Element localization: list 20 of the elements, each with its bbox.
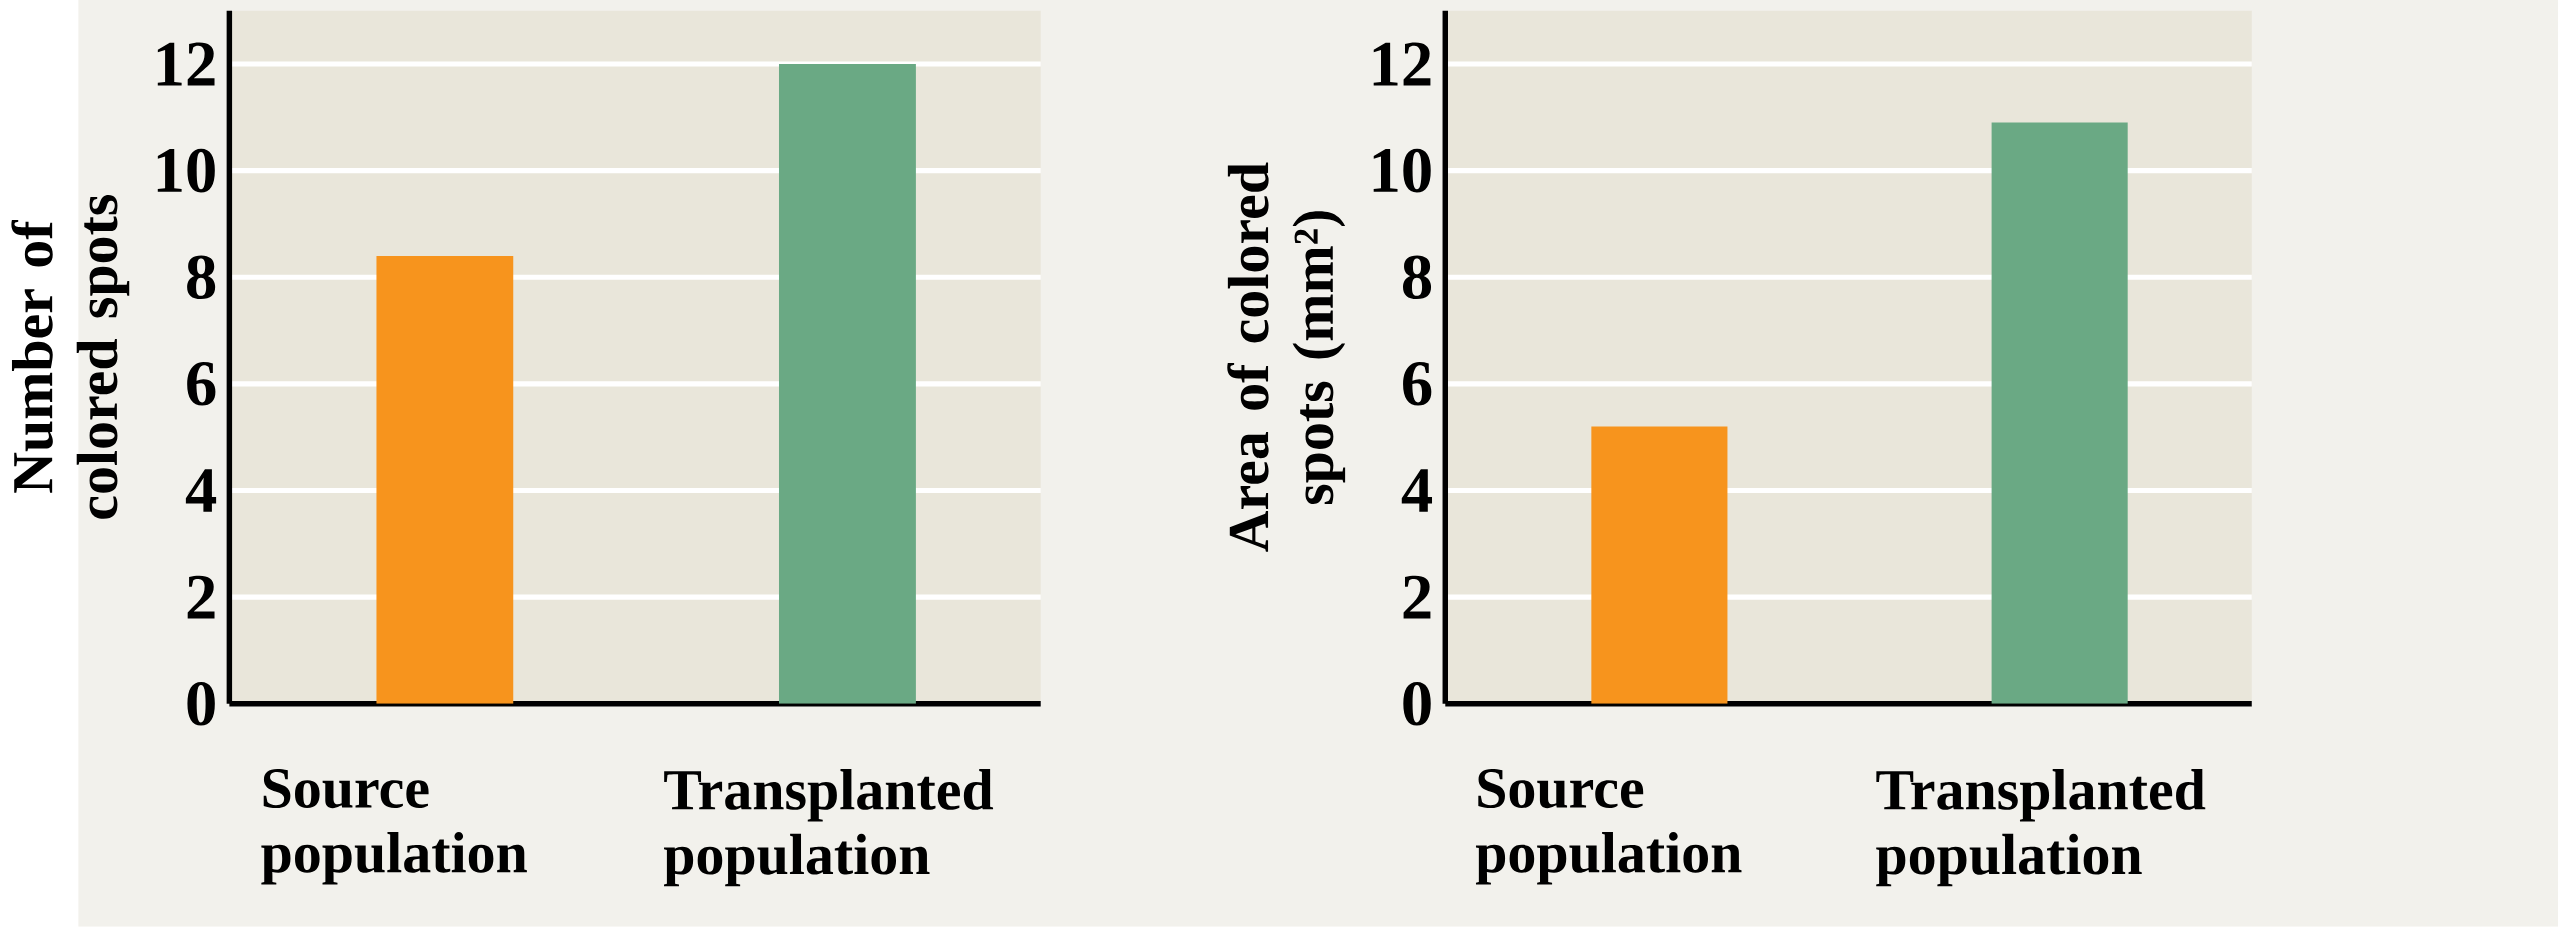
y-tick-label: 12 [157, 42, 215, 86]
y-axis-title: Number of colored spots [11, 195, 130, 519]
y-tick-label: 10 [157, 148, 215, 193]
y-tick-label: 0 [187, 682, 215, 726]
x-tick-label: Transplanted population [664, 769, 994, 887]
y-tick-label: 4 [1401, 469, 1433, 512]
y-tick-label: 2 [1403, 575, 1431, 619]
y-tick-label: 0 [1403, 682, 1431, 726]
x-tick-label: Transplanted population [1876, 769, 2206, 887]
y-axis-title: Area of colored spots (mm²) [1227, 162, 1346, 552]
y-tick-label: 10 [1373, 148, 1431, 193]
y-tick-label: 6 [187, 362, 216, 406]
y-tick-label: 4 [185, 469, 217, 512]
y-tick-label: 8 [1403, 255, 1432, 300]
y-tick-label: 2 [187, 575, 215, 619]
x-tick-label: Source population [261, 769, 527, 885]
x-tick-label: Source population [1475, 769, 1742, 885]
y-tick-label: 12 [1373, 42, 1431, 86]
y-tick-label: 8 [187, 255, 216, 300]
y-tick-label: 6 [1403, 362, 1432, 406]
